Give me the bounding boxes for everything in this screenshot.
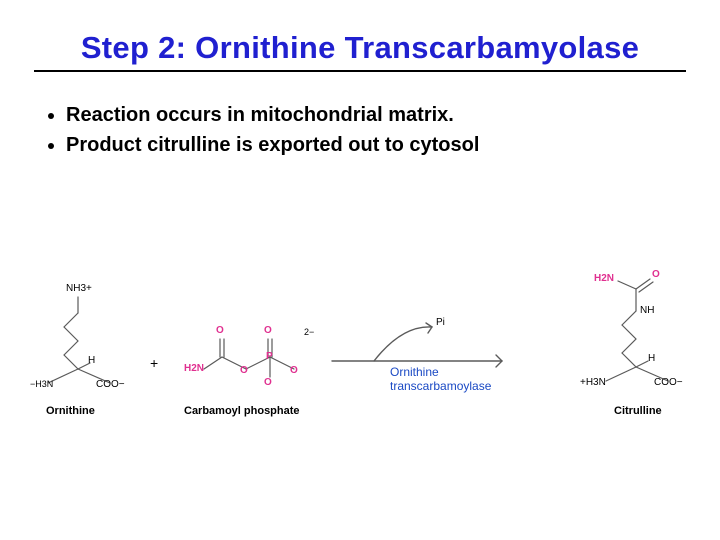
bullet-item: Reaction occurs in mitochondrial matrix.: [66, 100, 686, 130]
reaction-svg: [34, 265, 686, 465]
species-label-carbamoyl: Carbamoyl phosphate: [184, 405, 300, 417]
atom-label: H: [648, 353, 655, 364]
bullet-item: Product citrulline is exported out to cy…: [66, 130, 686, 160]
atom-label: +H3N: [580, 377, 606, 388]
atom-label: COO−: [96, 379, 125, 390]
atom-label: NH: [640, 305, 654, 316]
plus-operator: +: [150, 355, 158, 371]
charge-label: 2−: [304, 327, 314, 337]
atom-label-red: O: [216, 325, 224, 336]
atom-label: NH3+: [66, 283, 92, 294]
enzyme-label: Ornithine transcarbamoylase: [390, 365, 491, 393]
atom-label: COO−: [654, 377, 683, 388]
atom-label-red: O: [240, 365, 248, 376]
atom-label-red: O: [264, 325, 272, 336]
title-rule: [34, 70, 686, 72]
atom-label: H: [88, 355, 95, 366]
atom-label-red: P: [266, 351, 273, 362]
slide-title: Step 2: Ornithine Transcarbamyolase: [34, 30, 686, 66]
reaction-diagram: NH3+ H −H3N COO− Ornithine + H2N O O O P…: [34, 265, 686, 465]
atom-label-red: O: [652, 269, 660, 280]
bullet-list: Reaction occurs in mitochondrial matrix.…: [34, 100, 686, 160]
atom-label-red: O: [290, 365, 298, 376]
atom-label-red: H2N: [594, 273, 614, 284]
byproduct-label: Pi: [436, 317, 445, 328]
species-label-citrulline: Citrulline: [614, 405, 662, 417]
atom-label-red: H2N: [184, 363, 204, 374]
atom-label-red: O: [264, 377, 272, 388]
atom-label: −H3N: [30, 379, 53, 389]
species-label-ornithine: Ornithine: [46, 405, 95, 417]
